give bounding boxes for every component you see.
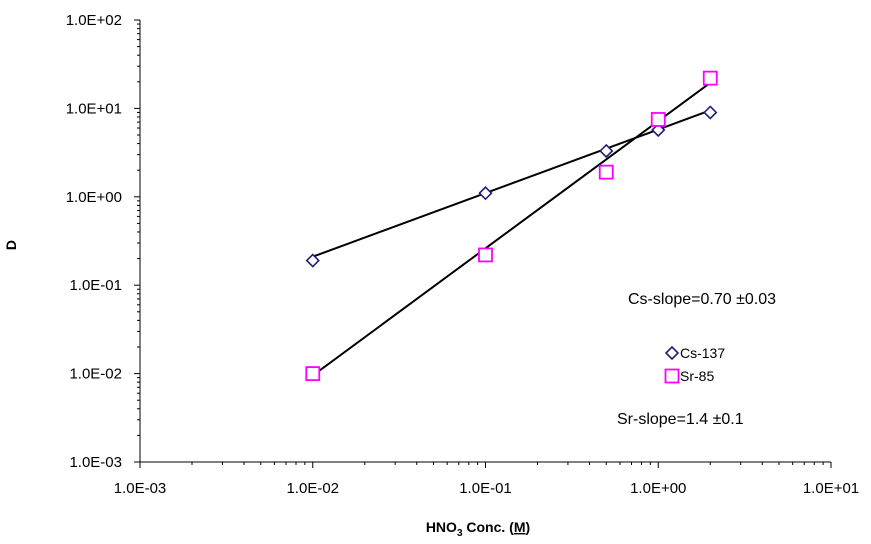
y-tick-label: 1.0E+01 bbox=[66, 100, 122, 117]
point-sr-85 bbox=[478, 247, 493, 263]
x-axis-title: HNO3 Conc. (M) bbox=[426, 519, 530, 539]
point-cs-137 bbox=[305, 253, 320, 268]
x-tick-label: 1.0E-03 bbox=[114, 480, 167, 497]
point-sr-85 bbox=[305, 366, 321, 382]
legend: Cs-137 Sr-85 bbox=[660, 342, 752, 390]
fit-lines bbox=[312, 81, 711, 377]
x-tick-label: 1.0E-02 bbox=[286, 480, 339, 497]
legend-marker-sr-85 bbox=[664, 368, 680, 384]
legend-label-sr-85: Sr-85 bbox=[680, 368, 714, 384]
x-axis-title-subscript: 3 bbox=[457, 528, 463, 539]
plot-frame bbox=[139, 20, 831, 463]
point-cs-137 bbox=[599, 143, 614, 159]
point-cs-137 bbox=[703, 105, 718, 120]
y-tick-label: 1.0E-02 bbox=[69, 366, 122, 383]
sr-slope-annotation: Sr-slope=1.4 ±0.1 bbox=[617, 411, 744, 428]
point-cs-137 bbox=[478, 186, 493, 201]
x-axis-title-main: HNO bbox=[426, 519, 457, 535]
point-sr-85 bbox=[598, 164, 614, 180]
point-sr-85 bbox=[650, 112, 666, 127]
y-axis-ticks: 1.0E+02 1.0E+01 1.0E+00 1.0E-01 1.0E-02 1.0E-… bbox=[66, 12, 140, 471]
y-tick-label: 1.0E-03 bbox=[69, 454, 122, 471]
x-axis-title-close: ) bbox=[526, 519, 531, 535]
point-cs-137 bbox=[651, 122, 666, 138]
fit-line-sr-85 bbox=[312, 81, 711, 377]
cs-slope-annotation: Cs-slope=0.70 ±0.03 bbox=[628, 291, 776, 308]
data-markers bbox=[305, 70, 718, 382]
fit-line-cs-137 bbox=[312, 109, 711, 258]
x-tick-label: 1.0E+00 bbox=[630, 480, 686, 497]
y-tick-label: 1.0E+02 bbox=[66, 12, 122, 29]
x-axis-title-rest: Conc. ( bbox=[463, 519, 515, 535]
y-tick-label: 1.0E-01 bbox=[69, 277, 122, 294]
point-sr-85 bbox=[702, 70, 718, 86]
y-axis-title: D bbox=[3, 240, 19, 250]
legend-marker-cs-137 bbox=[664, 345, 680, 361]
x-axis-title-unit: M bbox=[514, 519, 526, 535]
legend-label-cs-137: Cs-137 bbox=[680, 345, 725, 361]
y-tick-label: 1.0E+00 bbox=[66, 189, 122, 206]
x-tick-label: 1.0E-01 bbox=[459, 480, 512, 497]
x-axis-ticks: 1.0E-03 1.0E-02 1.0E-01 1.0E+00 1.0E+01 bbox=[114, 462, 859, 497]
x-tick-label: 1.0E+01 bbox=[803, 480, 859, 497]
